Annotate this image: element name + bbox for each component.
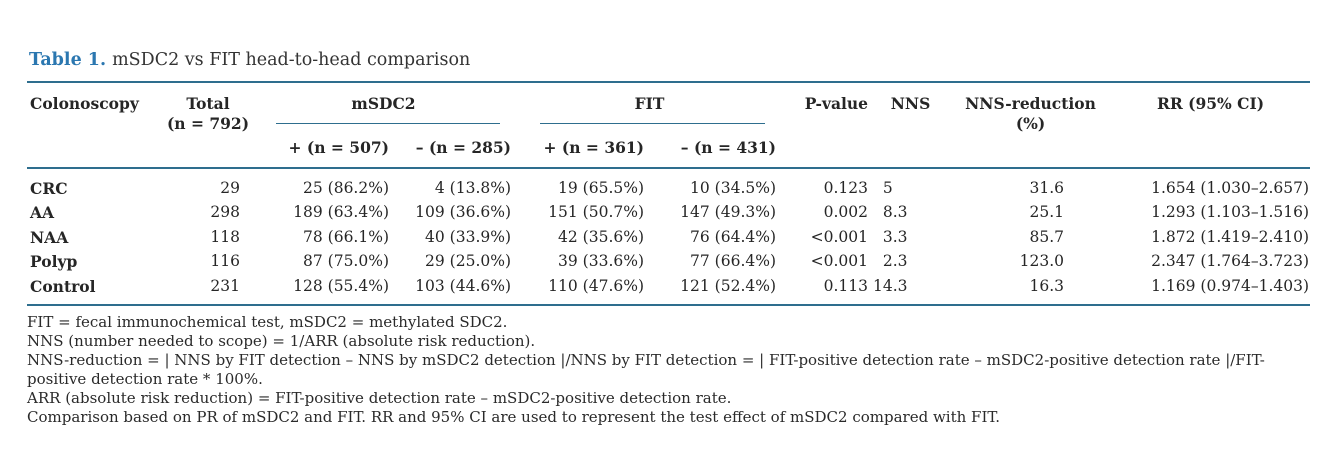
table-title: Table 1. mSDC2 vs FIT head-to-head compar… (29, 49, 1310, 72)
cell-msdc2-negative: 29 (25.0%) (425, 252, 512, 271)
cell-total: 298 (210, 203, 240, 222)
cell-fit-negative: 121 (52.4%) (680, 276, 777, 295)
col-header-total: Total (n = 792) (166, 94, 250, 133)
cell-msdc2-negative: 109 (36.6%) (415, 203, 512, 222)
row-label-crc: CRC (30, 179, 68, 198)
cell-msdc2-positive: 87 (75.0%) (303, 252, 389, 271)
footnotes: FIT = fecal immunochemical test, mSDC2 =… (27, 313, 1310, 426)
cell-msdc2-positive: 128 (55.4%) (293, 276, 389, 295)
cell-msdc2-negative: 4 (13.8%) (434, 179, 512, 197)
col-subheader-fit-positive: + (n = 361) (543, 138, 645, 157)
cell-msdc2-negative: 103 (44.6%) (415, 276, 512, 295)
cell-nns: 2.3 (882, 252, 908, 271)
table-row: AA 298 189 (63.4%) 109 (36.6%) 151 (50.7%) 14… (27, 201, 1310, 225)
cell-fit-negative: 147 (49.3%) (680, 203, 777, 222)
row-label-aa: AA (30, 203, 55, 223)
row-label-polyp: Polyp (30, 252, 78, 272)
cell-p-value: 0.002 (823, 203, 869, 222)
cell-total: 116 (210, 252, 240, 271)
cell-rr-95ci: 1.872 (1.419–2.410) (1151, 227, 1310, 246)
cell-nns-reduction-pct: 16.3 (1029, 276, 1065, 295)
cell-fit-positive: 39 (33.6%) (558, 252, 645, 271)
cell-msdc2-positive: 78 (66.1%) (303, 227, 389, 246)
table-body: CRC 29 25 (86.2%) 4 (13.8%) 19 (65.5%) 10 (34… (27, 168, 1311, 306)
cell-fit-negative: 77 (66.4%) (690, 252, 777, 271)
table-title-text: mSDC2 vs FIT head-to-head comparison (112, 50, 471, 70)
article-table-section: Table 1. mSDC2 vs FIT head-to-head compar… (27, 49, 1311, 426)
row-label-control: Control (30, 276, 96, 296)
footnote-line-4: ARR (absolute risk reduction) = FIT-posi… (27, 388, 732, 407)
comparison-table: Colonoscopy Total (n = 792) mSDC2 FIT P-… (27, 81, 1311, 306)
cell-nns-reduction-pct: 85.7 (1029, 227, 1065, 246)
cell-rr-95ci: 1.169 (0.974–1.403) (1151, 276, 1310, 295)
table-row: CRC 29 25 (86.2%) 4 (13.8%) 19 (65.5%) 10 (34… (27, 168, 1310, 201)
cell-nns-reduction-pct: 25.1 (1029, 203, 1065, 222)
footnote-line-3: NNS-reduction = | NNS by FIT detection –… (27, 350, 1265, 388)
col-header-nns: NNS (890, 94, 931, 113)
cell-p-value: 0.123 (823, 179, 869, 197)
footnote-line-2: NNS (number needed to scope) = 1/ARR (ab… (27, 332, 536, 350)
col-subheader-fit-negative: – (n = 431) (680, 138, 777, 157)
footnote-line-5: Comparison based on PR of mSDC2 and FIT.… (27, 407, 1000, 426)
cell-rr-95ci: 1.293 (1.103–1.516) (1151, 203, 1310, 222)
col-group-fit: FIT (517, 82, 782, 124)
col-header-rr-95ci: RR (95% CI) (1156, 94, 1265, 113)
cell-nns: 8.3 (882, 203, 908, 222)
cell-nns-reduction-pct: 123.0 (1019, 252, 1065, 271)
cell-total: 231 (210, 276, 240, 295)
col-header-colonoscopy: Colonoscopy (30, 94, 139, 113)
footnote-line-1: FIT = fecal immunochemical test, mSDC2 =… (27, 313, 508, 332)
cell-p-value: <0.001 (810, 252, 869, 271)
cell-nns: 5 (882, 179, 893, 197)
col-header-nns-reduction: NNS-reduction (%) (965, 94, 1096, 133)
cell-fit-positive: 110 (47.6%) (548, 276, 645, 295)
cell-fit-positive: 42 (35.6%) (558, 227, 645, 246)
cell-fit-positive: 19 (65.5%) (558, 179, 645, 197)
cell-rr-95ci: 2.347 (1.764–3.723) (1151, 252, 1310, 271)
cell-msdc2-negative: 40 (33.9%) (425, 227, 512, 246)
msdc2-spanner-rule (276, 123, 501, 124)
table-title-label: Table 1. (29, 50, 107, 70)
col-subheader-msdc2-negative: – (n = 285) (415, 138, 512, 157)
cell-nns-reduction-pct: 31.6 (1029, 179, 1065, 197)
row-label-naa: NAA (30, 227, 69, 247)
cell-total: 29 (220, 179, 240, 197)
col-header-p-value: P-value (804, 94, 869, 113)
cell-total: 118 (210, 227, 240, 246)
cell-nns: 3.3 (882, 227, 908, 246)
cell-msdc2-positive: 189 (63.4%) (293, 203, 389, 222)
table-header: Colonoscopy Total (n = 792) mSDC2 FIT P-… (27, 82, 1311, 168)
cell-rr-95ci: 1.654 (1.030–2.657) (1151, 179, 1310, 197)
col-group-msdc2: mSDC2 (250, 82, 517, 124)
table-row: Control 231 128 (55.4%) 103 (44.6%) 110 (47.… (27, 274, 1310, 305)
fit-spanner-rule (540, 123, 766, 124)
cell-fit-positive: 151 (50.7%) (548, 203, 645, 222)
col-subheader-msdc2-positive: + (n = 507) (288, 138, 389, 157)
table-row: Polyp 116 87 (75.0%) 29 (25.0%) 39 (33.6%) 77… (27, 250, 1310, 274)
cell-p-value: 0.113 (823, 276, 869, 295)
table-row: NAA 118 78 (66.1%) 40 (33.9%) 42 (35.6%) 76 (… (27, 225, 1310, 249)
cell-fit-negative: 76 (64.4%) (690, 227, 777, 246)
cell-nns: 14.3 (873, 276, 908, 295)
cell-fit-negative: 10 (34.5%) (690, 179, 777, 197)
cell-msdc2-positive: 25 (86.2%) (303, 179, 389, 197)
cell-p-value: <0.001 (810, 227, 869, 246)
